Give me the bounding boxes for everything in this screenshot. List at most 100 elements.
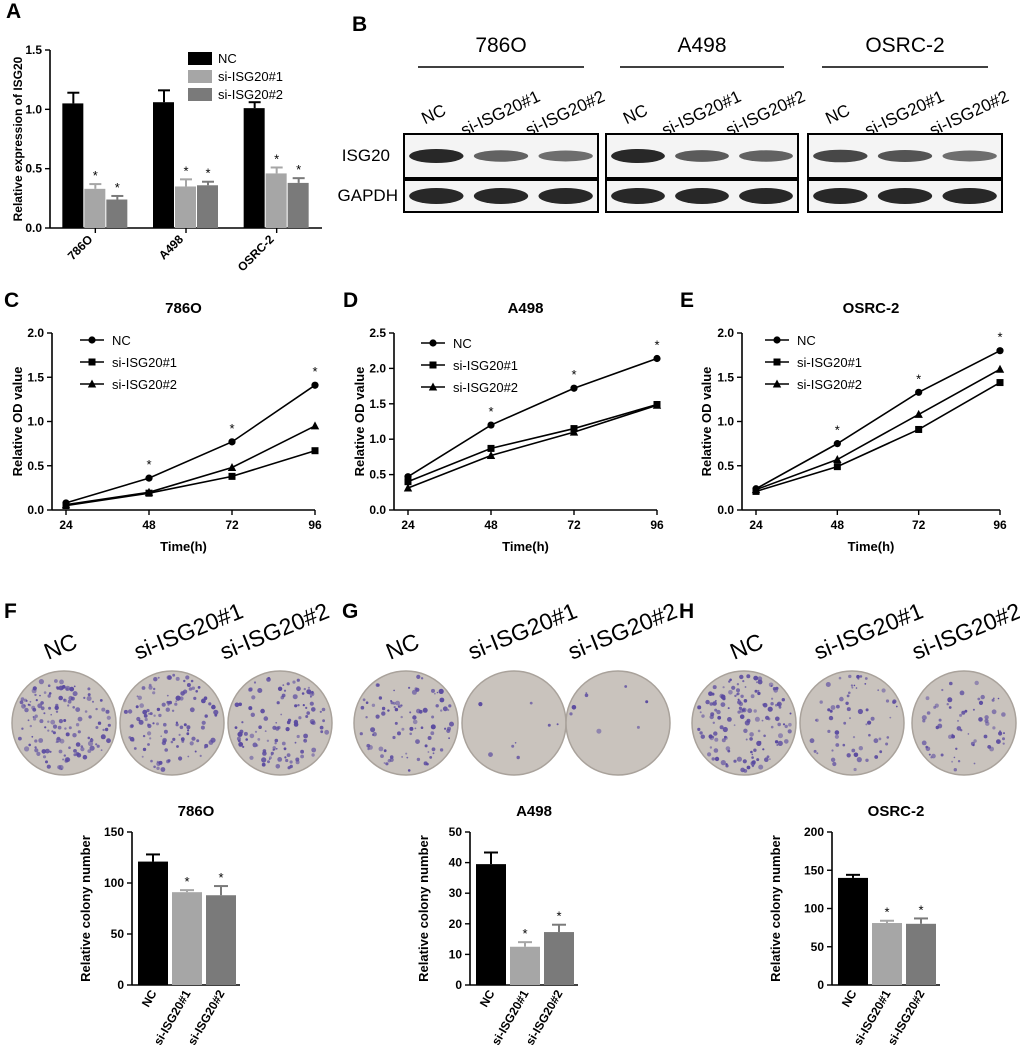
colony <box>440 709 443 712</box>
colony <box>864 677 868 680</box>
colony <box>45 748 50 754</box>
colony <box>322 719 325 723</box>
legend-marker <box>88 358 96 366</box>
colony <box>300 749 304 754</box>
y-tick-label: 100 <box>104 876 124 890</box>
colony <box>149 712 153 716</box>
colony <box>711 757 715 761</box>
colony <box>849 717 851 720</box>
colony <box>750 750 753 754</box>
colony <box>390 700 393 702</box>
legend-marker <box>429 339 437 347</box>
colony <box>199 754 202 758</box>
colony <box>34 739 38 743</box>
y-tick-label: 50 <box>811 940 825 954</box>
colony <box>258 725 262 729</box>
colony <box>208 702 212 706</box>
colony <box>921 715 927 721</box>
legend-label: si-ISG20#1 <box>218 69 283 84</box>
data-point <box>228 472 236 480</box>
x-tick-label: 72 <box>912 518 926 532</box>
colony <box>39 694 41 697</box>
y-tick-label: 1.5 <box>25 43 42 57</box>
data-point <box>996 347 1004 355</box>
colony <box>281 693 286 698</box>
colony <box>946 703 949 706</box>
colony <box>36 751 41 757</box>
colony <box>65 685 71 691</box>
colony <box>58 695 63 701</box>
legend-label: si-ISG20#2 <box>218 87 283 102</box>
significance-mark: * <box>997 330 1002 345</box>
colony <box>870 716 875 721</box>
data-point <box>833 463 841 471</box>
colony <box>751 764 755 768</box>
colony <box>303 687 306 691</box>
colony <box>737 700 742 705</box>
colony <box>24 707 29 713</box>
colony <box>478 702 483 707</box>
colony <box>714 708 718 712</box>
colony <box>813 749 817 753</box>
colony <box>34 714 38 718</box>
colony <box>180 737 185 742</box>
colony <box>842 743 846 747</box>
colony <box>758 764 764 770</box>
colony <box>751 756 754 759</box>
legend-swatch <box>188 88 212 101</box>
colony <box>980 694 985 700</box>
colony <box>61 685 66 689</box>
colony <box>38 679 45 685</box>
colony <box>750 761 756 766</box>
colony <box>416 674 421 680</box>
data-point <box>751 485 761 494</box>
y-tick-label: 0 <box>455 978 462 992</box>
colony <box>320 730 324 734</box>
colony <box>301 692 305 695</box>
colony <box>767 706 773 712</box>
colony <box>158 713 162 718</box>
colony <box>768 682 774 688</box>
colony <box>856 757 862 763</box>
chart-title: A498 <box>516 803 552 820</box>
colony <box>187 729 190 732</box>
colony <box>179 725 184 730</box>
colony <box>846 694 850 698</box>
colony <box>378 696 383 700</box>
colony <box>431 747 436 752</box>
colony <box>925 745 928 749</box>
legend-label: NC <box>218 51 237 66</box>
x-tick-label: 96 <box>308 518 322 532</box>
y-tick-label: 0.5 <box>25 162 42 176</box>
colony <box>201 720 206 725</box>
colony <box>203 696 208 700</box>
colony <box>991 709 997 715</box>
protein-band <box>813 149 868 163</box>
colony <box>139 703 144 708</box>
colony <box>163 729 168 734</box>
colony <box>152 722 155 725</box>
colony <box>90 737 93 740</box>
x-tick-label: 48 <box>484 518 498 532</box>
colony <box>729 678 732 682</box>
colony <box>727 707 730 710</box>
colony <box>309 691 315 697</box>
colony <box>21 703 26 709</box>
colony <box>376 683 380 687</box>
colony <box>263 716 269 721</box>
y-tick-label: 20 <box>449 917 463 931</box>
colony <box>309 701 314 706</box>
colony <box>40 706 45 711</box>
colony <box>427 736 432 740</box>
colony <box>82 754 88 760</box>
protein-band <box>538 150 593 162</box>
colony <box>180 691 185 696</box>
bar <box>476 864 506 985</box>
colony <box>264 730 267 732</box>
colony <box>998 731 1003 736</box>
colony <box>815 718 819 722</box>
colony <box>739 674 744 680</box>
colony <box>127 709 133 714</box>
colony <box>129 724 134 729</box>
colony <box>972 744 975 747</box>
